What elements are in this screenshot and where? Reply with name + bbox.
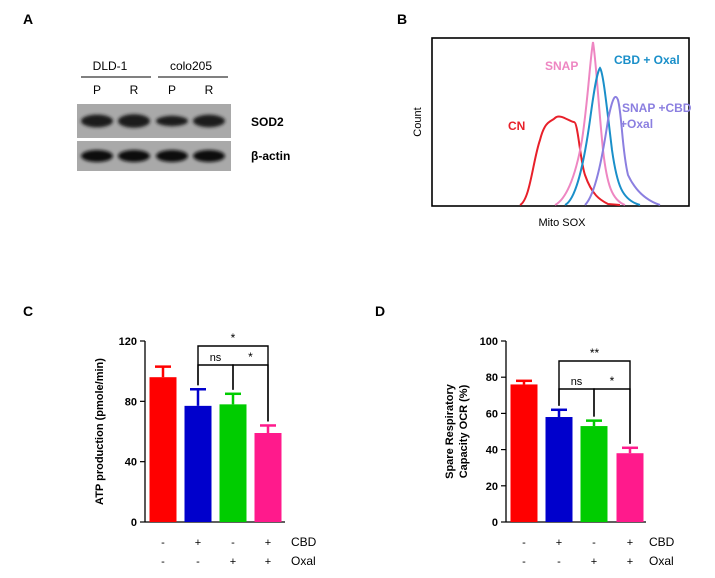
significance-bracket <box>593 388 631 444</box>
significance-bracket <box>197 364 234 390</box>
band-sod2 <box>118 114 150 128</box>
row-label-oxal: Oxal <box>291 554 316 568</box>
y-tick-label: 40 <box>486 445 498 457</box>
y-tick-label: 60 <box>486 408 498 420</box>
condition-sign: - <box>592 537 596 549</box>
y-tick-label: 0 <box>131 517 137 529</box>
band-actin <box>156 150 188 162</box>
y-axis-label: ATP production (pmole/min) <box>94 358 106 505</box>
group-label-colo205: colo205 <box>170 59 212 73</box>
significance-label: ** <box>590 346 600 360</box>
y-axis-label: Spare Respiratory <box>444 383 456 479</box>
condition-sign: - <box>161 556 165 568</box>
condition-sign: - <box>161 537 165 549</box>
significance-label: ns <box>210 352 222 364</box>
y-tick-label: 100 <box>480 336 498 348</box>
band-sod2 <box>156 115 188 127</box>
curve-snap <box>554 41 626 206</box>
histogram-xlabel: Mito SOX <box>538 217 586 229</box>
bar-chart-atp: 0 40 80 120 ATP production (pmole/min) * ns * - +… <box>94 331 317 568</box>
significance-label: * <box>231 331 236 345</box>
legend-cbd-oxal: CBD + Oxal <box>614 53 680 67</box>
condition-sign: + <box>627 537 633 549</box>
band-actin <box>118 150 150 162</box>
lane-label: P <box>93 83 101 97</box>
y-tick-label: 40 <box>125 457 137 469</box>
flow-histogram: CN SNAP CBD + Oxal SNAP +CBD +Oxal Count… <box>412 37 692 229</box>
condition-sign: - <box>522 537 526 549</box>
legend-cn: CN <box>508 119 525 133</box>
significance-bracket <box>558 388 595 417</box>
legend-snap: SNAP <box>545 59 578 73</box>
legend-snap-cbd-oxal-line2: +Oxal <box>620 117 653 131</box>
lane-label: R <box>130 83 139 97</box>
histogram-frame <box>431 37 690 207</box>
condition-sign: - <box>196 556 200 568</box>
significance-label: ns <box>571 376 583 388</box>
y-tick-label: 120 <box>119 336 137 348</box>
y-tick-label: 80 <box>486 372 498 384</box>
band-sod2 <box>81 114 113 128</box>
significance-bracket <box>232 364 269 422</box>
y-tick-label: 0 <box>492 517 498 529</box>
condition-sign: + <box>265 556 271 568</box>
row-label-sod2: SOD2 <box>251 115 284 129</box>
bar <box>184 405 212 522</box>
condition-sign: + <box>230 556 236 568</box>
panel-label-a: A <box>23 11 33 27</box>
lane-label: P <box>168 83 176 97</box>
histogram-ylabel: Count <box>412 107 424 136</box>
bar <box>254 433 282 522</box>
row-label-cbd: CBD <box>291 535 317 549</box>
condition-sign: + <box>627 556 633 568</box>
western-blot: DLD-1 colo205 P R P R SOD2 β-actin <box>77 59 290 171</box>
band-actin <box>81 150 113 162</box>
curve-cbd-oxal <box>564 66 641 206</box>
condition-sign: - <box>231 537 235 549</box>
curve-cn <box>519 115 621 206</box>
y-axis-label: Capacity OCR (%) <box>458 384 470 478</box>
legend-snap-cbd-oxal-line1: SNAP +CBD <box>622 101 692 115</box>
condition-sign: + <box>556 537 562 549</box>
panel-label-c: C <box>23 303 33 319</box>
panel-label-d: D <box>375 303 385 319</box>
significance-label: * <box>248 350 253 364</box>
y-tick-label: 20 <box>486 481 498 493</box>
band-sod2 <box>193 114 225 128</box>
curve-snap-cbd-oxal <box>584 95 661 206</box>
lane-label: R <box>205 83 214 97</box>
bar <box>510 384 538 522</box>
significance-label: * <box>610 374 615 388</box>
bar-chart-spare-capacity: 0 20 40 60 80 100 Spare Respiratory Capacity OC… <box>444 336 675 568</box>
bar <box>616 453 644 522</box>
group-label-dld1: DLD-1 <box>93 59 128 73</box>
panel-label-b: B <box>397 11 407 27</box>
row-label-actin: β-actin <box>251 149 290 163</box>
band-row-sod2 <box>81 114 225 128</box>
condition-sign: + <box>195 537 201 549</box>
bar <box>149 377 177 522</box>
band-row-actin <box>81 150 225 162</box>
row-label-cbd: CBD <box>649 535 675 549</box>
condition-sign: - <box>557 556 561 568</box>
bar <box>545 417 573 522</box>
condition-sign: + <box>591 556 597 568</box>
band-actin <box>193 150 225 162</box>
condition-sign: + <box>265 537 271 549</box>
condition-sign: - <box>522 556 526 568</box>
bar <box>219 404 247 522</box>
row-label-oxal: Oxal <box>649 554 674 568</box>
bar <box>580 426 608 522</box>
y-tick-label: 80 <box>125 396 137 408</box>
